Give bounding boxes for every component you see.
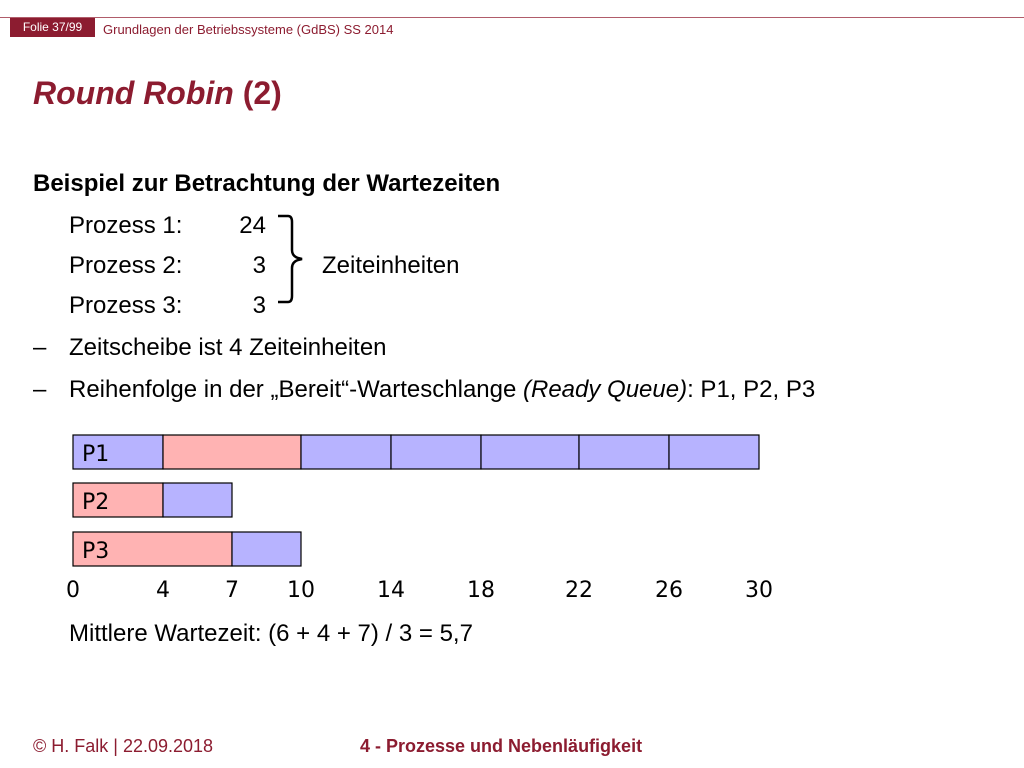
gantt-row-label-p1: P1 [82,442,109,467]
footer-chapter: 4 - Prozesse und Nebenläufigkeit [360,736,643,756]
gantt-segment-p1-3 [300,434,392,470]
gantt-segment-p2-1 [72,482,164,518]
gantt-segment-p1-1 [72,434,164,470]
bullet-2-italic: (Ready Queue) [523,376,688,403]
time-tick-26: 26 [655,578,683,603]
gantt-row-label-p3: P3 [82,539,109,564]
slide-number-badge: Folie 37/99 [10,18,95,37]
time-tick-4: 4 [156,578,170,603]
gantt-row-label-p2: P2 [82,490,109,515]
process-2-label: Prozess 2: [69,252,183,279]
course-title: Grundlagen der Betriebssysteme (GdBS) SS… [103,22,394,37]
process-3-label: Prozess 3: [69,292,183,319]
section-heading: Beispiel zur Betrachtung der Wartezeiten [33,170,501,197]
gantt-segment-p1-6 [578,434,670,470]
gantt-segment-p1-5 [480,434,580,470]
time-tick-22: 22 [565,578,593,603]
time-tick-30: 30 [745,578,773,603]
process-3-value: 3 [252,292,266,319]
gantt-segment-p3-2 [231,531,302,567]
slide-title-italic: Round Robin [33,75,234,111]
time-tick-18: 18 [467,578,495,603]
bullet-2-post: : P1, P2, P3 [687,376,816,403]
gantt-segment-p2-2 [162,482,233,518]
gantt-segment-p3-1 [72,531,233,567]
bullet-2-dash: – [33,376,47,403]
slide-title: Round Robin (2) [33,75,282,112]
slide-title-rest: (2) [233,75,282,111]
gantt-segment-p1-4 [390,434,482,470]
process-1-value: 24 [239,212,266,239]
gantt-segment-p1-7 [668,434,760,470]
time-tick-14: 14 [377,578,405,603]
slide-number: Folie 37/99 [22,20,83,34]
time-unit-label: Zeiteinheiten [322,252,460,279]
process-2-value: 3 [252,252,266,279]
time-tick-0: 0 [66,578,80,603]
bullet-1-text: Zeitscheibe ist 4 Zeiteinheiten [69,334,387,361]
header-rule [0,17,1024,18]
process-1-label: Prozess 1: [69,212,183,239]
time-tick-10: 10 [287,578,315,603]
footer-author: © H. Falk | 22.09.2018 [33,736,214,756]
gantt-segment-p1-2 [162,434,302,470]
average-waiting-time: Mittlere Wartezeit: (6 + 4 + 7) / 3 = 5,… [69,620,473,647]
gantt-chart: P1 P2 P3 [72,434,760,567]
bullet-1-dash: – [33,334,47,361]
bullet-2-text: Reihenfolge in der „Bereit“-Warteschlang… [69,376,815,404]
curly-brace-icon [278,214,303,304]
bullet-2-pre: Reihenfolge in der „Bereit“-Warteschlang… [69,376,523,403]
time-tick-7: 7 [225,578,239,603]
